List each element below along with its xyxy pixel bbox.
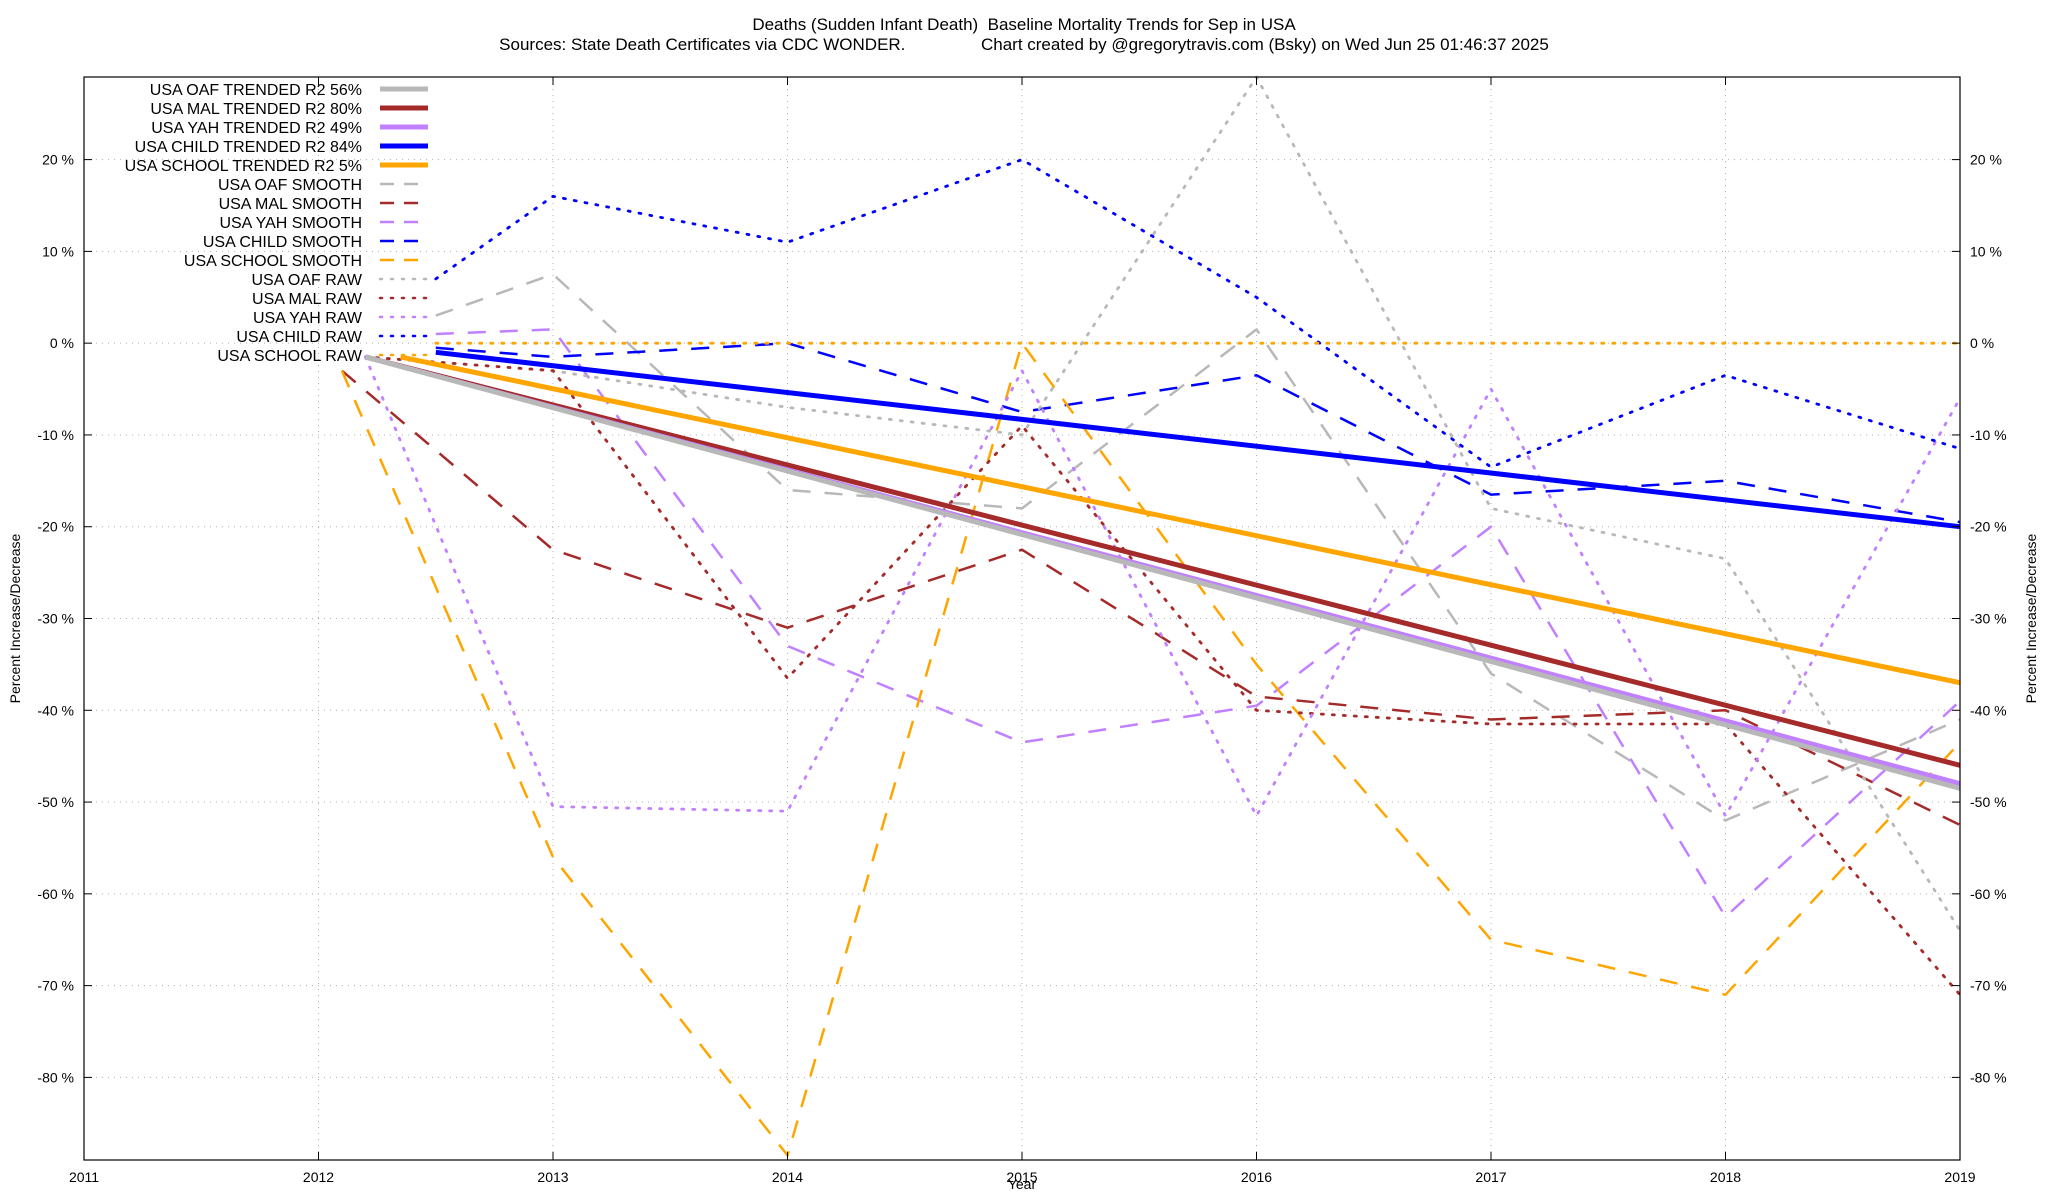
y-tick-label: 0 % bbox=[50, 335, 74, 351]
x-tick-label: 2012 bbox=[303, 1169, 334, 1185]
legend-label: USA SCHOOL RAW bbox=[217, 348, 363, 365]
y2-axis-label: Percent Increase/Decrease bbox=[2023, 533, 2039, 703]
y2-tick-label: -30 % bbox=[1970, 611, 2007, 627]
x-axis-label: Year bbox=[1008, 1176, 1037, 1192]
y-tick-label: -30 % bbox=[37, 611, 74, 627]
legend-label: USA CHILD TRENDED R2 84% bbox=[135, 139, 362, 156]
legend-label: USA OAF RAW bbox=[251, 272, 362, 289]
legend: USA OAF TRENDED R2 56% USA MAL TRENDED R2… bbox=[125, 82, 430, 365]
x-tick-label: 2013 bbox=[537, 1169, 568, 1185]
series-line-usa-oaf-raw bbox=[363, 75, 1962, 932]
y2-tick-label: -10 % bbox=[1970, 427, 2007, 443]
y-axis-label: Percent Increase/Decrease bbox=[7, 533, 23, 703]
series-line-usa-mal-raw bbox=[363, 355, 1962, 997]
legend-label: USA MAL TRENDED R2 80% bbox=[150, 101, 362, 118]
series-line-usa-yah-smooth bbox=[435, 328, 1961, 919]
axis-ticks: 2011 2012 2013 2014 2015 2016 2017 2018 2019 20 %… bbox=[37, 77, 2007, 1185]
series-line-usa-mal-trended-r2-80 bbox=[364, 354, 1961, 768]
legend-label: USA SCHOOL SMOOTH bbox=[184, 253, 362, 270]
legend-label: USA YAH TRENDED R2 49% bbox=[151, 120, 362, 137]
grid bbox=[83, 77, 1961, 1160]
y2-tick-label: -70 % bbox=[1970, 978, 2007, 994]
y2-tick-label: 0 % bbox=[1970, 335, 1994, 351]
y-tick-label: -10 % bbox=[37, 427, 74, 443]
y2-tick-label: -80 % bbox=[1970, 1069, 2007, 1085]
y-tick-label: 10 % bbox=[42, 243, 74, 259]
series-lines bbox=[340, 75, 1962, 1157]
legend-label: USA YAH SMOOTH bbox=[219, 215, 362, 232]
x-tick-label: 2016 bbox=[1241, 1169, 1272, 1185]
legend-label: USA OAF TRENDED R2 56% bbox=[150, 82, 362, 99]
legend-label: USA YAH RAW bbox=[253, 310, 363, 327]
chart-subtitle: Sources: State Death Certificates via CD… bbox=[499, 35, 1549, 54]
series-line-usa-child-trended-r2-84 bbox=[435, 349, 1961, 530]
legend-label: USA MAL SMOOTH bbox=[219, 196, 362, 213]
y-tick-label: -20 % bbox=[37, 519, 74, 535]
legend-label: USA OAF SMOOTH bbox=[218, 177, 362, 194]
chart-title: Deaths (Sudden Infant Death) Baseline Mo… bbox=[752, 15, 1296, 34]
series-line-usa-oaf-trended-r2-56 bbox=[364, 354, 1961, 791]
legend-label: USA SCHOOL TRENDED R2 5% bbox=[125, 158, 362, 175]
legend-label: USA MAL RAW bbox=[252, 291, 363, 308]
y2-tick-label: -20 % bbox=[1970, 519, 2007, 535]
series-line-usa-school-trended-r2-5 bbox=[400, 354, 1961, 686]
y2-tick-label: 20 % bbox=[1970, 152, 2002, 168]
x-tick-label: 2011 bbox=[69, 1169, 99, 1185]
y2-tick-label: -50 % bbox=[1970, 794, 2007, 810]
series-line-usa-mal-smooth bbox=[341, 369, 1961, 827]
y2-tick-label: 10 % bbox=[1970, 243, 2002, 259]
y-tick-label: -70 % bbox=[37, 978, 74, 994]
y-tick-label: -80 % bbox=[37, 1069, 74, 1085]
y2-tick-label: -60 % bbox=[1970, 886, 2007, 902]
x-tick-label: 2015 bbox=[1006, 1169, 1037, 1185]
x-tick-label: 2014 bbox=[772, 1169, 803, 1185]
y-tick-label: 20 % bbox=[42, 152, 74, 168]
series-line-usa-school-smooth bbox=[340, 341, 1961, 1157]
x-tick-label: 2019 bbox=[1944, 1169, 1975, 1185]
y2-tick-label: -40 % bbox=[1970, 702, 2007, 718]
series-line-usa-yah-raw bbox=[363, 355, 1962, 818]
y-tick-label: -40 % bbox=[37, 702, 74, 718]
series-line-usa-oaf-smooth bbox=[435, 273, 1961, 822]
x-tick-label: 2018 bbox=[1710, 1169, 1741, 1185]
legend-label: USA CHILD RAW bbox=[236, 329, 363, 346]
legend-label: USA CHILD SMOOTH bbox=[203, 234, 362, 251]
x-tick-label: 2017 bbox=[1475, 1169, 1506, 1185]
series-line-usa-child-smooth bbox=[435, 341, 1961, 524]
y-tick-label: -60 % bbox=[37, 886, 74, 902]
series-line-usa-child-raw bbox=[434, 158, 1962, 469]
y-tick-label: -50 % bbox=[37, 794, 74, 810]
